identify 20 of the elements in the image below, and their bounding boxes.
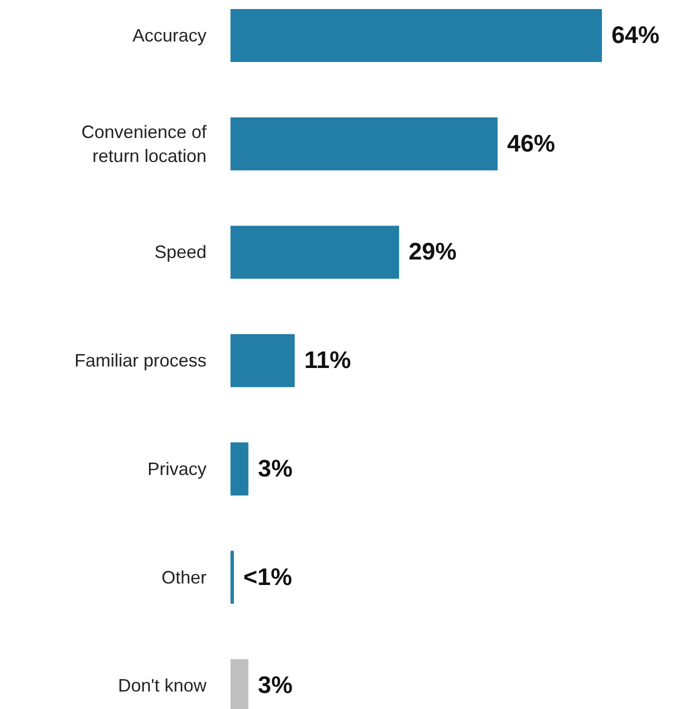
data-label: 11% <box>304 347 351 374</box>
y-tick-label: Other <box>161 567 207 588</box>
y-tick-label: Speed <box>154 242 207 262</box>
y-tick-label: Familiar process <box>74 350 206 371</box>
bar <box>230 442 248 496</box>
data-label: 64% <box>611 22 660 49</box>
data-label: 3% <box>258 455 293 482</box>
data-label: 3% <box>258 672 293 700</box>
data-label: 29% <box>408 238 457 266</box>
bar <box>230 8 602 62</box>
y-tick-label: Don't know <box>118 676 208 696</box>
data-label: 46% <box>507 130 556 158</box>
y-tick-label: Convenience of return location <box>81 122 208 166</box>
y-tick-label: Accuracy <box>132 26 207 46</box>
bar <box>230 117 498 170</box>
data-label: <1% <box>243 564 292 591</box>
bar <box>230 226 400 279</box>
y-tick-label: Privacy <box>147 458 207 479</box>
bar <box>230 334 295 388</box>
bar <box>230 550 234 604</box>
